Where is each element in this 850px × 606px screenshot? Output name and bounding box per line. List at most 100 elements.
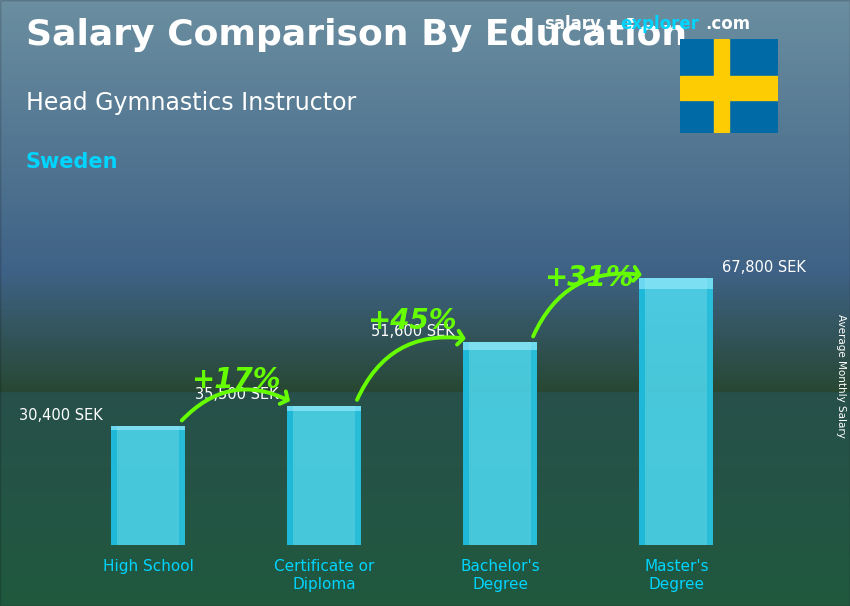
Bar [0,327,850,330]
Bar [0,579,850,582]
Bar [0,288,850,291]
Bar [0,467,850,470]
Bar [0,261,850,264]
Bar [0,221,850,224]
Bar [463,342,537,545]
Bar [0,36,850,39]
Text: salary: salary [544,15,601,33]
Bar [639,278,645,545]
Bar [0,251,850,255]
Bar [0,342,850,345]
Bar [0,497,850,500]
Bar [0,12,850,15]
Bar [0,591,850,594]
Bar [0,100,850,103]
Bar [0,145,850,148]
Bar [0,124,850,127]
Bar [0,479,850,482]
Bar [0,191,850,194]
Bar [0,445,850,448]
Bar [0,285,850,288]
Bar [707,278,713,545]
Bar [0,118,850,121]
Bar [0,603,850,606]
Bar [0,248,850,251]
Bar [0,264,850,267]
Bar [0,527,850,530]
Bar [0,427,850,430]
Bar [0,415,850,418]
Bar [0,9,850,12]
Bar [0,545,850,548]
Bar [0,109,850,112]
Bar [0,64,850,67]
Bar [0,400,850,403]
Bar [111,425,185,545]
Bar [0,303,850,306]
Bar [0,539,850,542]
Bar [0,482,850,485]
Bar [0,321,850,324]
Bar [0,106,850,109]
Bar [0,39,850,42]
Bar [0,379,850,382]
Bar [0,239,850,242]
Bar [0,27,850,30]
Bar [111,425,117,545]
Bar [0,158,850,161]
Text: +45%: +45% [367,307,457,335]
Bar [0,348,850,351]
Bar [0,503,850,506]
Text: +31%: +31% [543,264,633,291]
Bar [0,161,850,164]
Bar [0,570,850,573]
Bar [0,309,850,312]
Bar [0,361,850,364]
Bar [0,564,850,567]
Text: 35,500 SEK: 35,500 SEK [195,387,279,402]
Bar [0,588,850,591]
Bar [0,173,850,176]
Bar [0,585,850,588]
Bar [0,430,850,433]
Bar [0,436,850,439]
Bar [0,82,850,85]
Bar [0,176,850,179]
Bar [0,306,850,309]
Bar [0,242,850,245]
Bar [0,164,850,167]
Bar [0,127,850,130]
Bar [0,533,850,536]
Bar [0,454,850,458]
Bar [0,294,850,297]
Bar [0,412,850,415]
Bar [0,473,850,476]
Bar [0,130,850,133]
Bar [0,215,850,218]
Bar [0,152,850,155]
Bar [287,405,361,545]
Bar [0,388,850,391]
Bar [0,458,850,461]
Bar [0,339,850,342]
Bar [0,351,850,355]
Bar [0,554,850,558]
Text: .com: .com [706,15,751,33]
Bar [0,600,850,603]
Bar [0,512,850,515]
Bar [0,297,850,300]
Bar [0,236,850,239]
Bar [0,30,850,33]
Bar [0,0,850,3]
Bar [0,70,850,73]
Bar [0,439,850,442]
Bar [0,530,850,533]
Bar [714,39,728,133]
Bar [0,364,850,367]
Bar [0,536,850,539]
Bar [0,548,850,551]
Text: 51,600 SEK: 51,600 SEK [371,324,455,339]
Text: explorer: explorer [620,15,700,33]
Text: Head Gymnastics Instructor: Head Gymnastics Instructor [26,91,356,115]
Bar [0,345,850,348]
